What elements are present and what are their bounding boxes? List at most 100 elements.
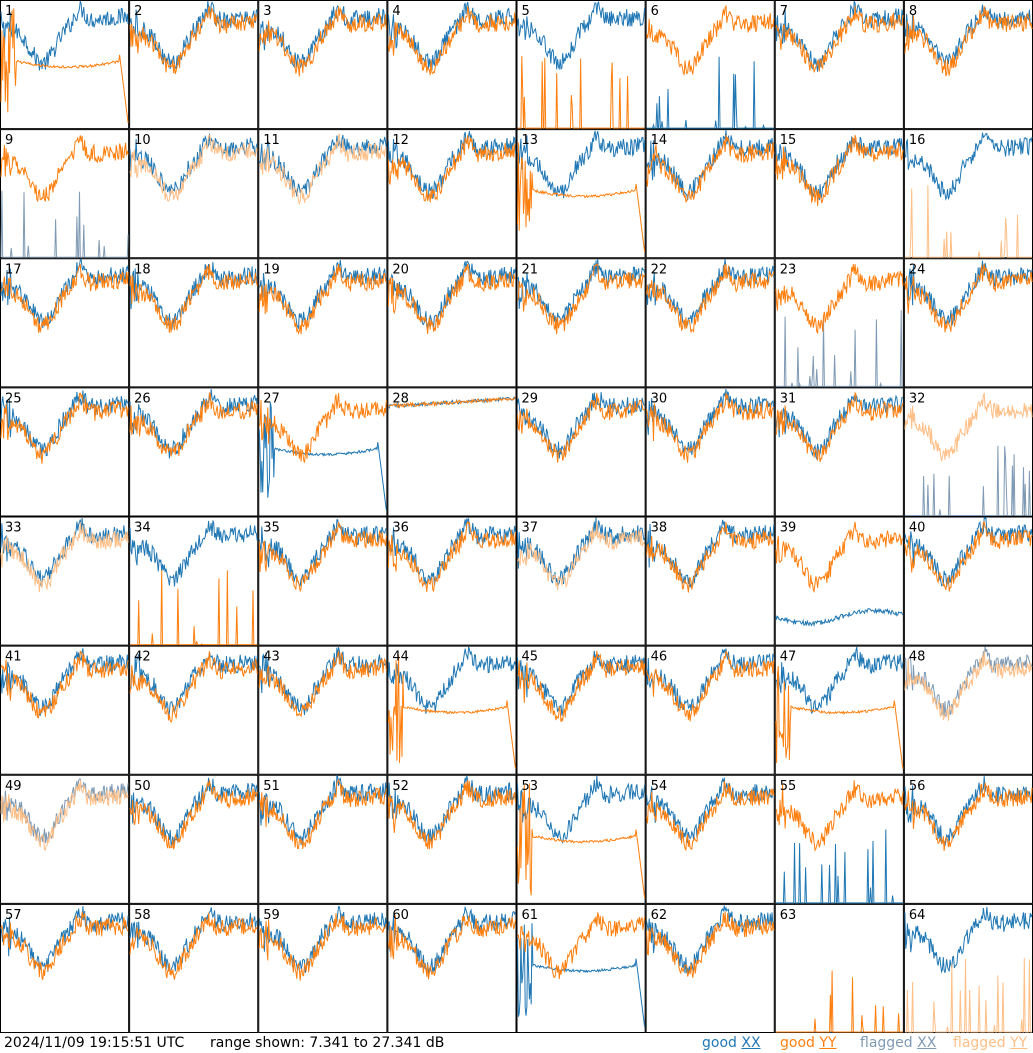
legend-good-xx-pol: XX: [741, 1035, 761, 1051]
trace-yy-4: [387, 6, 516, 76]
panel-label: 8: [909, 4, 917, 19]
trace-xx-47: [775, 646, 904, 715]
panel-frame: [258, 516, 388, 646]
legend-good-xx: good XX: [702, 1033, 761, 1053]
panel-label: 58: [134, 908, 151, 923]
trace-xx-35: [258, 519, 387, 587]
panel-63: 63: [774, 903, 904, 1033]
panel-label: 9: [5, 133, 13, 148]
trace-yy-16: [904, 185, 1032, 258]
trace-xx-62: [646, 905, 775, 974]
panel-64: 64: [903, 903, 1033, 1033]
trace-yy-52: [387, 779, 516, 850]
panel-2: 2: [129, 0, 259, 130]
legend-flagged-yy-pol: YY: [1010, 1035, 1028, 1051]
panel-frame: [258, 0, 388, 130]
panel-label: 12: [392, 133, 409, 148]
trace-xx-45: [517, 650, 646, 716]
panel-9: 9: [0, 129, 130, 259]
trace-yy-23: [775, 264, 904, 334]
panel-29: 29: [516, 387, 646, 517]
panel-53: 53: [516, 774, 646, 904]
trace-xx-64: [904, 907, 1033, 974]
trace-xx-53: [517, 775, 646, 845]
trace-yy-46: [646, 650, 775, 722]
panel-59: 59: [258, 903, 388, 1033]
panel-label: 51: [263, 779, 280, 794]
legend-good-yy-prefix: good: [780, 1035, 820, 1051]
panel-43: 43: [258, 645, 388, 775]
panel-label: 3: [263, 4, 271, 19]
panel-frame: [258, 387, 388, 517]
trace-xx-31: [775, 393, 904, 461]
panel-19: 19: [258, 258, 388, 388]
panel-label: 48: [909, 650, 926, 665]
panel-label: 34: [134, 521, 151, 536]
trace-yy-57: [0, 911, 129, 981]
trace-yy-63: [775, 970, 903, 1033]
panel-7: 7: [774, 0, 904, 130]
trace-yy-24: [904, 263, 1033, 333]
legend-flagged-yy-prefix: flagged: [953, 1035, 1011, 1051]
trace-yy-20: [387, 263, 516, 334]
panel-label: 63: [780, 908, 797, 923]
panel-label: 10: [134, 133, 151, 148]
panel-50: 50: [129, 774, 259, 904]
panel-frame: [129, 516, 259, 646]
panel-15: 15: [774, 129, 904, 259]
trace-yy-22: [646, 264, 775, 334]
trace-xx-14: [646, 130, 775, 201]
panel-30: 30: [645, 387, 775, 517]
trace-xx-43: [258, 647, 387, 716]
panel-frame: [129, 774, 259, 904]
trace-xx-1: [0, 0, 129, 71]
panel-frame: [258, 129, 388, 259]
trace-yy-54: [646, 780, 775, 852]
panel-11: 11: [258, 129, 388, 259]
trace-yy-34: [130, 570, 258, 646]
panel-label: 42: [134, 650, 151, 665]
panel-35: 35: [258, 516, 388, 646]
panel-label: 33: [5, 521, 22, 536]
trace-yy-18: [129, 264, 258, 333]
trace-yy-42: [129, 650, 258, 724]
trace-xx-59: [258, 905, 387, 973]
panel-label: 60: [392, 908, 409, 923]
panel-frame: [516, 387, 646, 517]
footer-bar: 2024/11/09 19:15:51 UTC range shown: 7.3…: [0, 1033, 1033, 1053]
trace-xx-34: [129, 520, 258, 587]
trace-xx-16: [904, 132, 1033, 201]
panel-label: 2: [134, 4, 142, 19]
panel-40: 40: [903, 516, 1033, 646]
panel-frame: [387, 387, 517, 517]
panel-label: 35: [263, 521, 280, 536]
panel-frame: [645, 516, 775, 646]
trace-xx-27: [258, 402, 387, 511]
trace-yy-9: [0, 135, 129, 202]
panel-label: 29: [522, 391, 539, 406]
trace-yy-45: [517, 650, 646, 722]
panel-frame: [129, 258, 259, 388]
panel-33: 33: [0, 516, 130, 646]
panel-45: 45: [516, 645, 646, 775]
trace-yy-21: [517, 263, 646, 335]
panel-label: 50: [134, 779, 151, 794]
trace-yy-17: [0, 264, 129, 333]
panel-12: 12: [387, 129, 517, 259]
trace-yy-60: [387, 914, 516, 980]
panel-label: 23: [780, 262, 797, 277]
panel-frame: [387, 129, 517, 259]
trace-yy-14: [646, 135, 775, 203]
panel-label: 6: [651, 4, 659, 19]
trace-yy-26: [129, 392, 258, 457]
panel-label: 20: [392, 262, 409, 277]
panel-14: 14: [645, 129, 775, 259]
trace-yy-40: [904, 521, 1033, 592]
trace-xx-61: [517, 923, 646, 1027]
panel-label: 59: [263, 908, 280, 923]
panel-label: 19: [263, 262, 280, 277]
panel-label: 7: [780, 4, 788, 19]
trace-yy-55: [775, 780, 904, 852]
panel-label: 45: [522, 650, 539, 665]
panel-6: 6: [645, 0, 775, 130]
